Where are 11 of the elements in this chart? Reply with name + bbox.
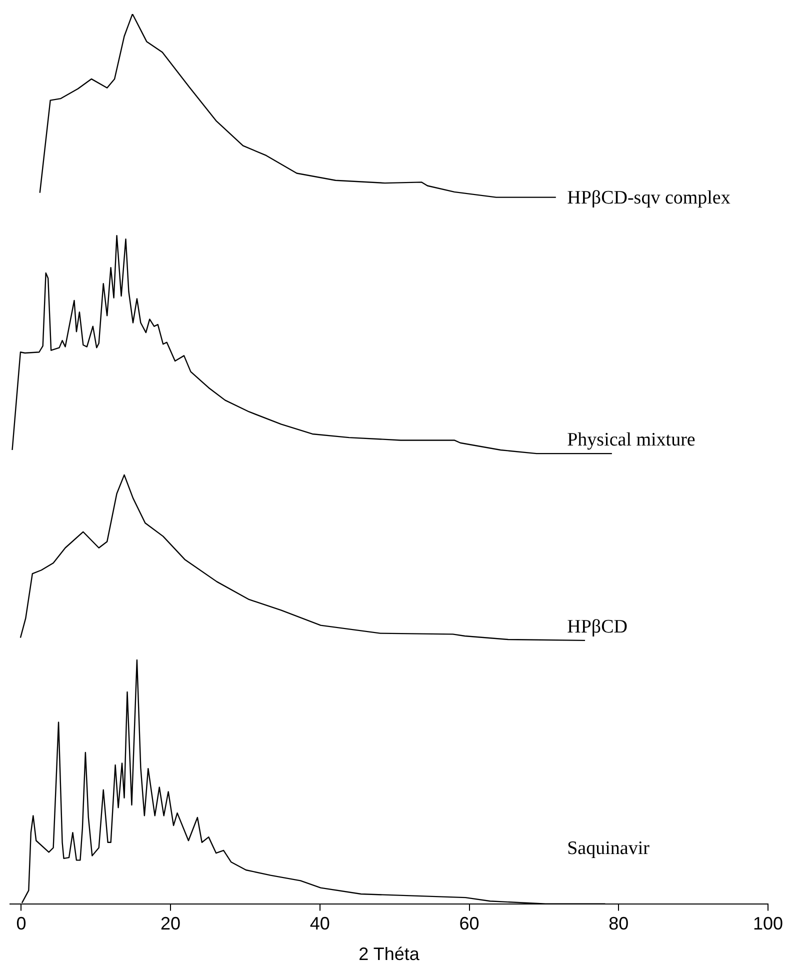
- text: Saquinavir: [567, 838, 650, 859]
- x-tick-label: 80: [608, 914, 629, 934]
- x-tick-label: 20: [160, 914, 181, 934]
- series-label: Physical mixture: [567, 430, 696, 451]
- x-tick-label: 100: [752, 914, 784, 934]
- x-axis-title: 2 Théta: [358, 944, 420, 964]
- x-tick-label: 40: [310, 914, 330, 934]
- series-label: HPβCD-sqv complex: [567, 187, 731, 208]
- x-tick-label: 0: [16, 914, 26, 934]
- series-label: HPβCD: [567, 616, 628, 638]
- x-tick-label: 60: [459, 914, 480, 934]
